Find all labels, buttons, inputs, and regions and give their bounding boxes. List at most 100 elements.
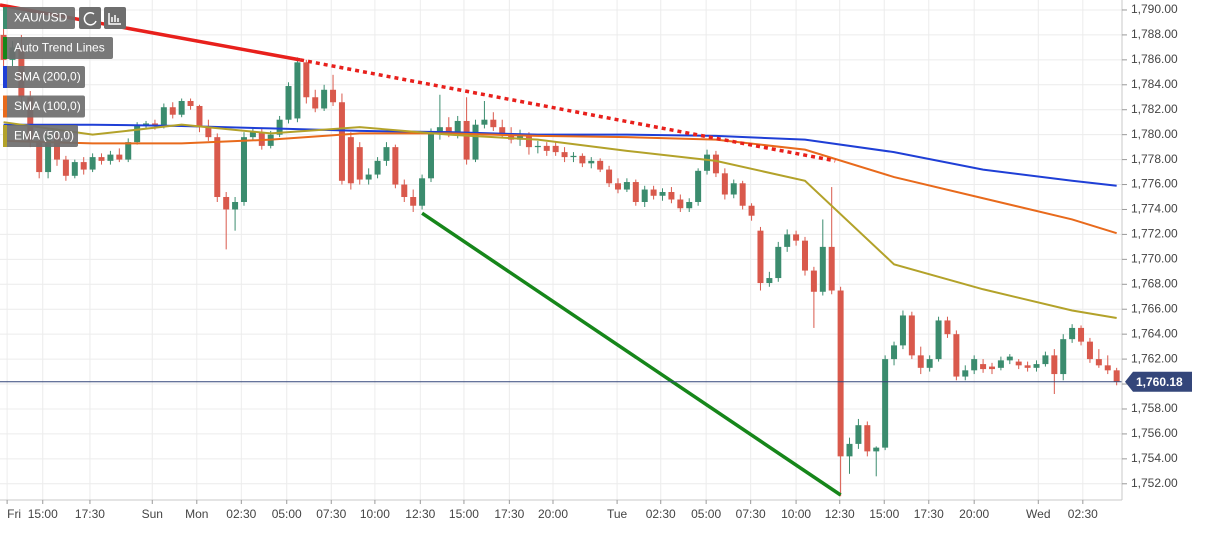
candle-body bbox=[36, 140, 43, 173]
candle-body bbox=[240, 137, 247, 202]
candle-body bbox=[775, 246, 782, 279]
trend-line bbox=[421, 211, 842, 497]
candle-body bbox=[1006, 356, 1013, 361]
trend-legend-label: Auto Trend Lines bbox=[14, 41, 105, 55]
candle-body bbox=[463, 120, 470, 160]
y-tick-label: 1,772.00 bbox=[1131, 227, 1178, 241]
candle-body bbox=[988, 366, 995, 370]
candle-body bbox=[107, 154, 114, 161]
x-tick-label: 07:30 bbox=[316, 507, 346, 521]
candle-body bbox=[401, 184, 408, 198]
candle-body bbox=[321, 89, 328, 109]
y-tick-label: 1,786.00 bbox=[1131, 52, 1178, 66]
x-tick-label: 12:30 bbox=[825, 507, 855, 521]
candle-body bbox=[525, 134, 532, 148]
x-tick-label: 20:00 bbox=[959, 507, 989, 521]
candle-body bbox=[899, 315, 906, 346]
candle-body bbox=[695, 170, 702, 202]
candle-body bbox=[125, 142, 132, 160]
candle-body bbox=[917, 355, 924, 368]
x-tick-label: 02:30 bbox=[1068, 507, 1098, 521]
x-tick-label: 02:30 bbox=[646, 507, 676, 521]
candle-body bbox=[721, 173, 728, 195]
candle-body bbox=[819, 246, 826, 292]
candle-body bbox=[53, 134, 60, 160]
candle-body bbox=[1086, 341, 1093, 360]
y-tick-label: 1,764.00 bbox=[1131, 326, 1178, 340]
candle-body bbox=[570, 155, 577, 158]
x-tick-label: 02:30 bbox=[226, 507, 256, 521]
candle-body bbox=[953, 334, 960, 377]
x-tick-label: 05:00 bbox=[691, 507, 721, 521]
y-tick-label: 1,756.00 bbox=[1131, 426, 1178, 440]
candle-body bbox=[739, 183, 746, 206]
x-tick-label: 12:30 bbox=[405, 507, 435, 521]
candle-body bbox=[1113, 370, 1120, 382]
candle-body bbox=[303, 62, 310, 98]
candle-body bbox=[659, 192, 666, 196]
y-tick-label: 1,784.00 bbox=[1131, 77, 1178, 91]
candle-body bbox=[383, 147, 390, 161]
candle-body bbox=[837, 290, 844, 457]
candle-body bbox=[71, 162, 78, 176]
candle-body bbox=[419, 178, 426, 206]
candle-body bbox=[1078, 327, 1085, 342]
candle-body bbox=[517, 134, 524, 140]
candle-body bbox=[641, 189, 648, 202]
candle-body bbox=[677, 199, 684, 209]
candle-body bbox=[223, 197, 230, 210]
candle-body bbox=[846, 443, 853, 457]
y-tick-label: 1,774.00 bbox=[1131, 202, 1178, 216]
x-tick-label: 15:00 bbox=[449, 507, 479, 521]
candle-body bbox=[410, 197, 417, 206]
legend-entry-swatch bbox=[3, 66, 7, 88]
x-tick-label: 10:00 bbox=[781, 507, 811, 521]
candle-body bbox=[134, 125, 141, 143]
legend-entry-box bbox=[3, 66, 85, 88]
candle-body bbox=[436, 127, 443, 134]
candle-body bbox=[1060, 339, 1067, 375]
candle-body bbox=[926, 359, 933, 368]
candle-body bbox=[730, 183, 737, 195]
x-tick-label: 17:30 bbox=[494, 507, 524, 521]
y-tick-label: 1,788.00 bbox=[1131, 27, 1178, 41]
x-tick-label: Tue bbox=[607, 507, 628, 521]
x-tick-label: 20:00 bbox=[538, 507, 568, 521]
y-tick-label: 1,758.00 bbox=[1131, 401, 1178, 415]
candle-body bbox=[935, 320, 942, 360]
candle-body bbox=[748, 205, 755, 216]
candle-body bbox=[116, 154, 123, 160]
candle-body bbox=[347, 137, 354, 184]
refresh-icon bbox=[83, 12, 97, 26]
symbol-box bbox=[3, 7, 75, 29]
candle-body bbox=[392, 147, 399, 185]
y-tick-label: 1,770.00 bbox=[1131, 252, 1178, 266]
candle-body bbox=[962, 370, 969, 377]
x-tick-label: Sun bbox=[142, 507, 163, 521]
candle-body bbox=[454, 120, 461, 133]
legend-entry-swatch bbox=[3, 125, 7, 147]
x-tick-label: Fri bbox=[7, 507, 21, 521]
candle-body bbox=[285, 86, 292, 120]
y-tick-label: 1,762.00 bbox=[1131, 351, 1178, 365]
candle-body bbox=[1042, 355, 1049, 365]
moving-average-line bbox=[3, 132, 1117, 235]
candle-body bbox=[178, 100, 185, 115]
y-tick-label: 1,780.00 bbox=[1131, 127, 1178, 141]
legend-entry-label: SMA (200,0) bbox=[14, 70, 81, 84]
symbol-label: XAU/USD bbox=[14, 11, 68, 25]
candle-body bbox=[632, 182, 639, 202]
candle-body bbox=[196, 105, 203, 128]
candle-body bbox=[534, 145, 541, 148]
candle-body bbox=[623, 182, 630, 190]
candle-body bbox=[650, 189, 657, 196]
candle-body bbox=[80, 162, 87, 170]
candle-body bbox=[766, 278, 773, 284]
candle-body bbox=[1015, 361, 1022, 366]
refresh-button[interactable] bbox=[79, 7, 101, 29]
candle-body bbox=[169, 107, 176, 115]
current-price-label: 1,760.18 bbox=[1136, 375, 1183, 389]
candle-body bbox=[997, 360, 1004, 368]
